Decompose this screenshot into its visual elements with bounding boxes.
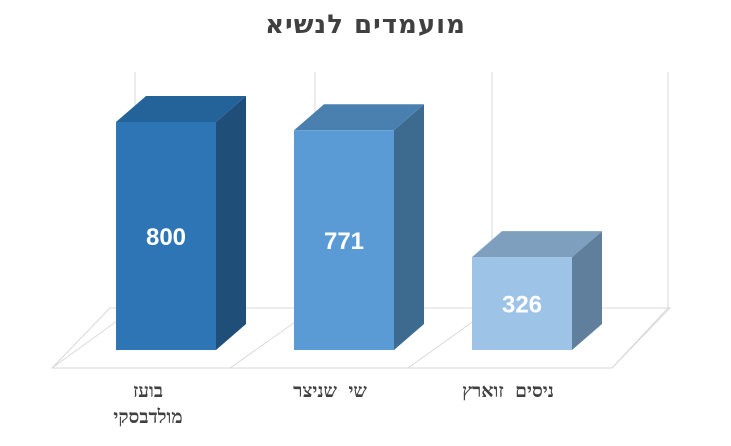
category-label: ניסים זוארץ [462, 380, 554, 402]
bar [116, 122, 216, 350]
category-label: בועז מולדבסקי [113, 380, 183, 428]
data-label: 771 [324, 228, 364, 255]
bar [294, 130, 394, 350]
bar-side [572, 231, 602, 350]
data-label: 800 [146, 224, 186, 251]
floor [50, 307, 672, 369]
bar-top [472, 231, 602, 258]
bar-top [294, 104, 424, 131]
bar-side [394, 104, 424, 350]
data-label: 326 [502, 292, 542, 319]
grid-line [611, 307, 669, 369]
bar [472, 257, 572, 350]
bar-top [116, 96, 246, 122]
bar-side [216, 96, 246, 350]
chart-title: מועמדים לנשיא [265, 10, 466, 40]
category-label: שי שניצר [293, 380, 367, 402]
